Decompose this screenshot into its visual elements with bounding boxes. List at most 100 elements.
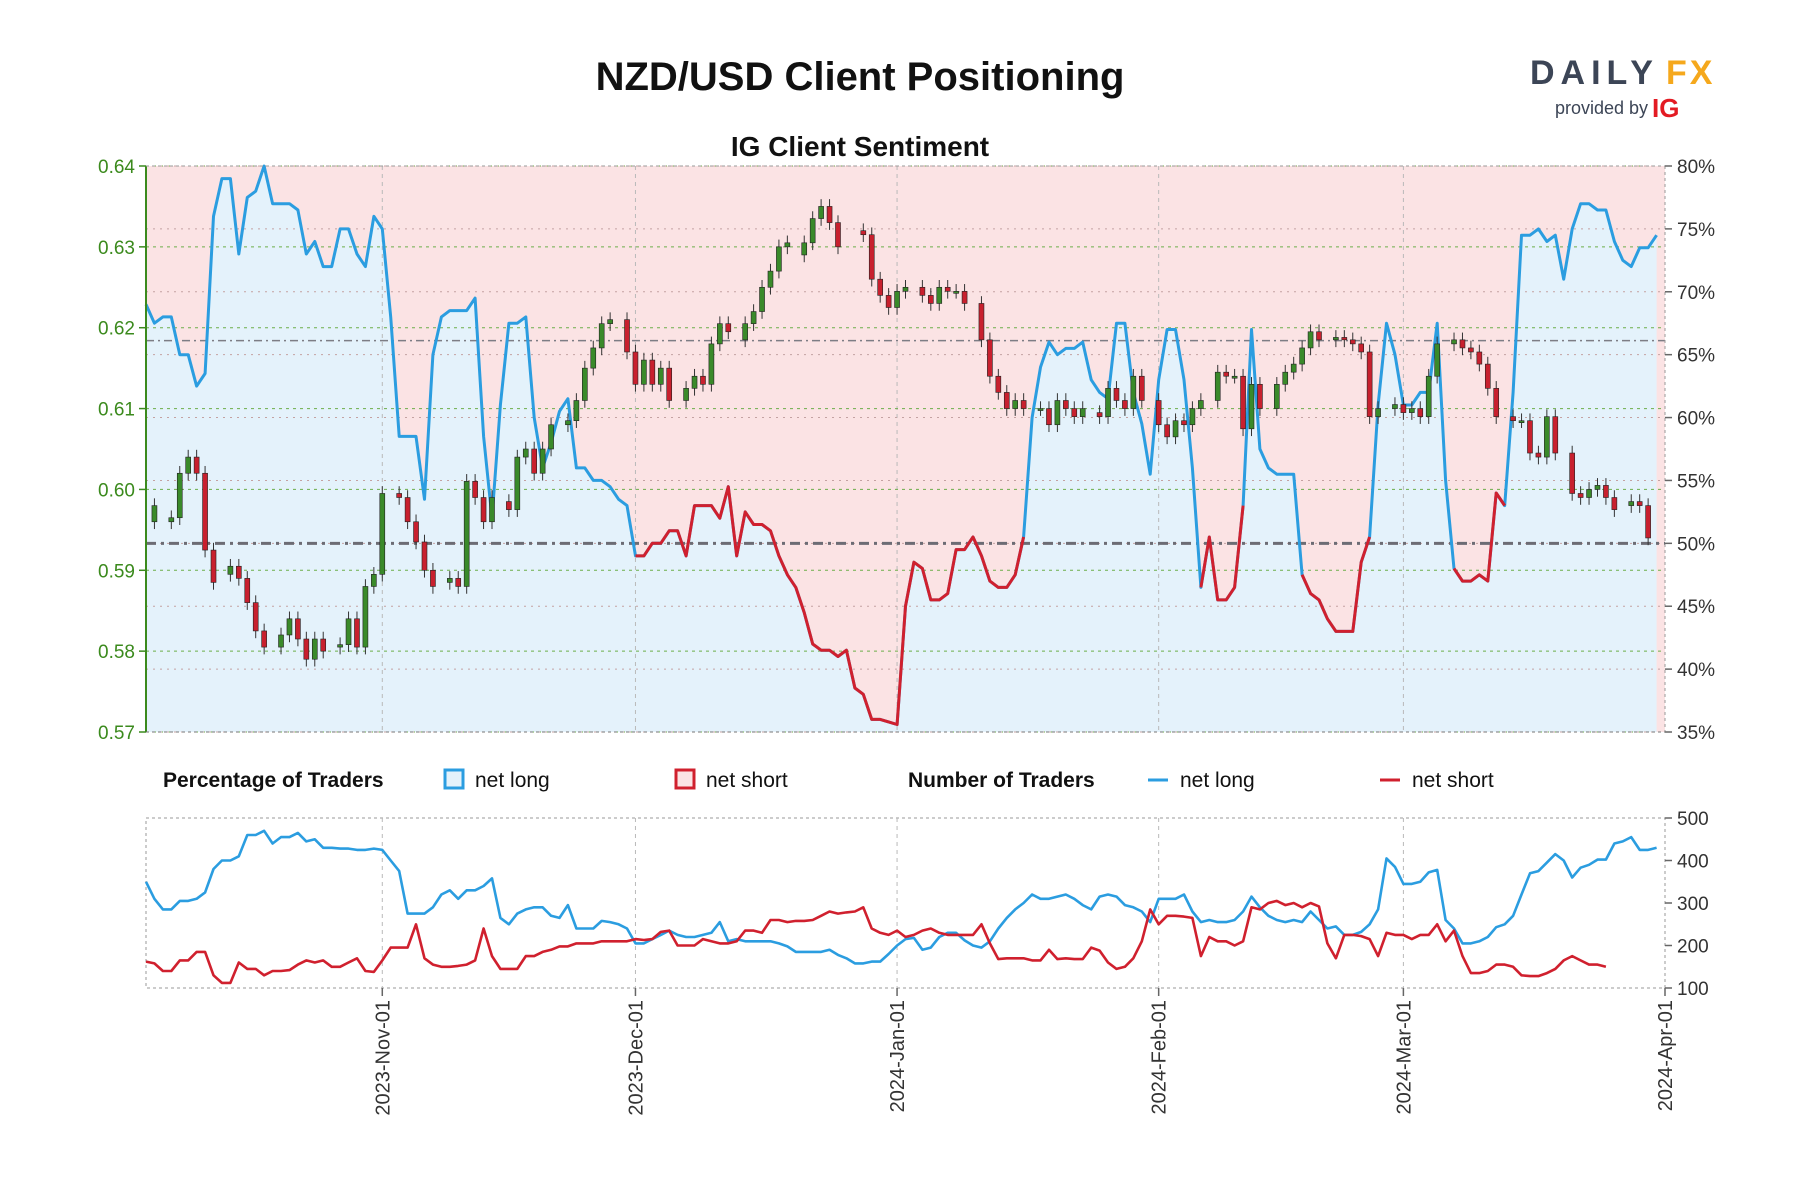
candle-bullish [1248, 384, 1255, 430]
candle-bearish [860, 230, 867, 236]
candle-bullish [278, 634, 284, 648]
candle-bullish [1290, 363, 1297, 373]
price-tick-label: 0.60 [98, 480, 135, 501]
count-tick-label: 200 [1677, 937, 1709, 958]
candle-bullish [1544, 416, 1550, 458]
candle-bullish [573, 400, 580, 422]
candle-bullish [598, 323, 605, 349]
net-long-area [146, 166, 1657, 732]
candle-bearish [1577, 493, 1584, 498]
candle-bearish [928, 295, 934, 304]
candle-bearish [413, 521, 419, 543]
percent-tick-label: 70% [1677, 283, 1715, 304]
candle-bullish [446, 578, 453, 583]
candle-bullish [1282, 371, 1289, 385]
candle-bearish [1223, 371, 1229, 377]
candle-bearish [531, 448, 537, 474]
percent-tick-label: 45% [1677, 597, 1715, 618]
candle-bullish [1214, 371, 1221, 401]
candle-bullish [379, 493, 386, 575]
candle-bearish [1063, 400, 1069, 409]
candle-bearish [1096, 412, 1103, 417]
candle-bullish [1375, 408, 1381, 417]
candle-bearish [202, 472, 208, 551]
candle-bearish [1155, 400, 1162, 426]
candle-bearish [700, 375, 706, 385]
candle-bullish [607, 319, 613, 324]
price-tick-label: 0.63 [98, 238, 135, 259]
candle-bullish [1198, 400, 1204, 409]
legend-pct-long-label: net long [475, 769, 550, 792]
candle-bullish [185, 456, 191, 474]
candle-bearish [354, 618, 360, 648]
candle-bearish [1459, 339, 1466, 349]
candle-bullish [1628, 501, 1635, 506]
candle-bullish [1307, 331, 1314, 349]
candle-bearish [1611, 497, 1618, 510]
candle-bullish [818, 206, 824, 219]
candle-bearish [472, 481, 478, 498]
candle-bullish [590, 347, 597, 369]
candle-bullish [717, 323, 723, 345]
candle-bullish [1392, 404, 1398, 409]
candle-bearish [1527, 420, 1533, 454]
price-tick-label: 0.58 [98, 642, 135, 663]
candle-bearish [455, 578, 462, 587]
candle-bullish [894, 291, 900, 308]
candle-bearish [261, 630, 267, 648]
percent-tick-label: 75% [1677, 220, 1715, 241]
candle-bearish [430, 569, 436, 587]
candle-bearish [1020, 400, 1027, 409]
candle-bullish [1299, 347, 1305, 365]
candle-bearish [244, 578, 251, 603]
sentiment-panel: 0.57 0.58 0.59 0.60 0.61 0.62 0.63 0.64 35% 40% 45… [98, 157, 1715, 744]
price-tick-label: 0.57 [98, 723, 135, 744]
dailyfx-logo: DAILY FX provided by IG [1530, 54, 1712, 123]
candle-bullish [345, 618, 352, 645]
candle-bullish [953, 291, 959, 294]
candle-bearish [1417, 408, 1424, 417]
candle-bearish [725, 323, 732, 333]
date-tick-label: 2024-Jan-01 [887, 1000, 909, 1112]
candle-bullish [1434, 343, 1440, 377]
candle-bearish [1240, 375, 1246, 430]
candle-bearish [506, 501, 512, 510]
candle-bearish [396, 493, 402, 498]
candle-bullish [1012, 400, 1019, 409]
candle-bearish [826, 206, 833, 223]
net-short-percentage-line [1300, 536, 1372, 633]
candle-bearish [649, 359, 656, 385]
candle-bullish [691, 375, 698, 389]
candle-bullish [1231, 375, 1238, 379]
price-tick-label: 0.59 [98, 561, 135, 582]
candle-bearish [624, 319, 630, 353]
legend-number-heading: Number of Traders [908, 769, 1095, 792]
percent-tick-label: 50% [1677, 534, 1715, 555]
candle-bullish [641, 359, 647, 385]
candle-bullish [1274, 384, 1280, 409]
date-axis: 2023-Nov-01 2023-Dec-01 2024-Jan-01 2024-Fe… [372, 988, 1677, 1116]
legend-pct-short-label: net short [706, 769, 788, 792]
candle-bullish [151, 505, 158, 523]
candle-bullish [683, 388, 689, 401]
candle-bearish [666, 367, 673, 401]
candle-bullish [337, 644, 343, 648]
candle-bearish [295, 618, 301, 640]
candle-bearish [961, 291, 968, 304]
candle-bullish [1172, 420, 1179, 438]
date-tick-label: 2023-Nov-01 [372, 1000, 394, 1116]
candle-bullish [489, 497, 495, 523]
candle-bearish [1366, 351, 1373, 417]
candle-bearish [1484, 363, 1491, 389]
candle-bullish [463, 481, 470, 587]
candle-bullish [750, 311, 757, 324]
candle-bearish [1645, 505, 1651, 539]
candle-bearish [1493, 388, 1500, 417]
percent-tick-label: 55% [1677, 471, 1715, 492]
candle-bullish [1054, 400, 1061, 426]
count-tick-label: 400 [1677, 852, 1709, 873]
candle-bearish [1603, 485, 1609, 498]
candle-bullish [767, 270, 774, 288]
candle-bullish [1079, 408, 1086, 417]
percent-tick-label: 60% [1677, 409, 1715, 430]
